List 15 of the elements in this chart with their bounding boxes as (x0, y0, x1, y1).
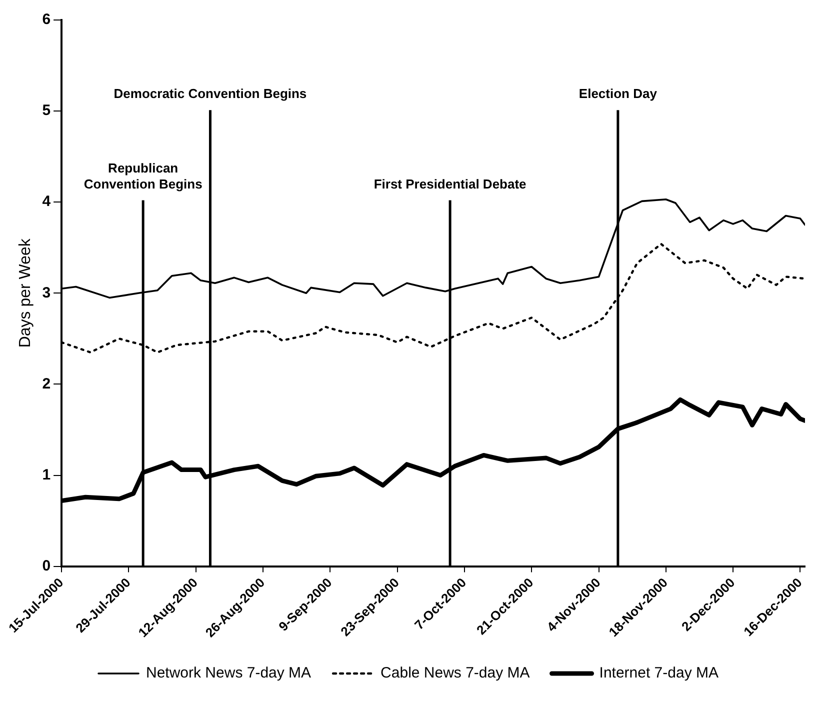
ref-line-label: Republican Convention Begins (84, 160, 202, 192)
ref-line-label: Election Day (578, 86, 658, 102)
legend-label: Internet 7-day MA (599, 664, 719, 682)
y-tick-label: 4 (42, 193, 52, 210)
y-axis-title: Days per Week (17, 238, 34, 348)
ref-line-label: Democratic Convention Begins (114, 86, 307, 102)
y-tick-label: 2 (42, 375, 51, 392)
y-tick-label: 3 (42, 284, 51, 302)
y-tick-label: 5 (42, 102, 51, 120)
ref-line-label: First Presidential Debate (374, 176, 526, 192)
legend-label: Network News 7-day MA (146, 664, 312, 682)
y-tick-label: 6 (42, 11, 51, 28)
y-tick-label: 0 (42, 557, 51, 574)
legend-label: Cable News 7-day MA (380, 664, 530, 682)
y-tick-label: 1 (42, 466, 51, 484)
